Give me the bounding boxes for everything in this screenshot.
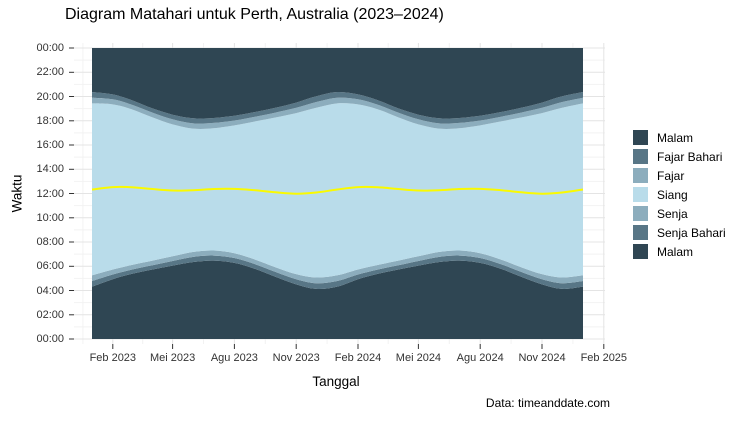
y-tick-label: 06:00 (36, 260, 64, 273)
y-tick-label: 20:00 (36, 90, 64, 103)
band-fajar-bahari (92, 255, 583, 289)
y-tick-label: 14:00 (36, 163, 64, 176)
y-axis-title: Waktu (9, 174, 25, 213)
y-tick-label: 02:00 (36, 308, 64, 321)
legend-label: Senja Bahari (657, 225, 726, 240)
x-tick-label: Nov 2024 (518, 352, 566, 364)
y-tick-label: 08:00 (36, 236, 64, 248)
legend-item: Malam (633, 242, 726, 261)
legend-label: Malam (657, 130, 694, 145)
x-axis-title: Tanggal (312, 374, 360, 389)
band-fajar (92, 250, 583, 284)
legend-swatch (633, 206, 648, 221)
legend-label: Malam (657, 244, 694, 259)
band-malam-top (92, 48, 583, 119)
y-tick-label: 22:00 (36, 66, 64, 79)
solar-noon-path (91, 185, 584, 195)
twilight-bands (92, 48, 583, 339)
legend-swatch (633, 130, 648, 145)
legend-swatch (633, 149, 648, 164)
legend-item: Senja Bahari (633, 223, 726, 242)
legend-item: Siang (633, 185, 726, 204)
y-tick-label: 12:00 (36, 187, 64, 200)
data-source-caption: Data: timeanddate.com (485, 396, 610, 410)
y-tick-label: 00:00 (36, 333, 64, 345)
y-tick-label: 10:00 (36, 211, 64, 224)
y-tick-label: 18:00 (36, 114, 64, 127)
legend-item: Fajar Bahari (633, 147, 726, 166)
x-tick-label: Mei 2024 (395, 352, 442, 364)
legend-swatch (633, 187, 648, 202)
axis-tick-marks (69, 47, 605, 349)
band-malam-bottom (92, 260, 583, 339)
legend-item: Fajar (633, 166, 726, 185)
x-tick-label: Feb 2025 (580, 352, 628, 364)
x-tick-label: Mei 2023 (149, 352, 196, 364)
legend-label: Fajar Bahari (657, 149, 723, 164)
x-tick-label: Nov 2023 (272, 352, 320, 364)
legend-swatch (633, 225, 648, 240)
legend-item: Senja (633, 204, 726, 223)
y-tick-label: 16:00 (36, 139, 64, 151)
solar-noon-line (91, 185, 584, 195)
legend-swatch (633, 244, 648, 259)
legend-label: Senja (657, 206, 688, 221)
y-tick-label: 04:00 (36, 284, 64, 297)
x-tick-label: Feb 2023 (89, 352, 137, 364)
legend-swatch (633, 168, 648, 183)
x-tick-label: Agu 2024 (456, 352, 504, 364)
y-tick-label: 00:00 (36, 42, 64, 54)
x-tick-label: Agu 2023 (210, 352, 258, 364)
page-title: Diagram Matahari untuk Perth, Australia … (65, 6, 444, 23)
legend-label: Siang (657, 187, 688, 202)
legend: Malam Fajar Bahari Fajar Siang Senja Senja Ba… (633, 128, 726, 261)
x-tick-label: Feb 2024 (334, 352, 382, 364)
legend-label: Fajar (657, 168, 685, 183)
legend-item: Malam (633, 128, 726, 147)
